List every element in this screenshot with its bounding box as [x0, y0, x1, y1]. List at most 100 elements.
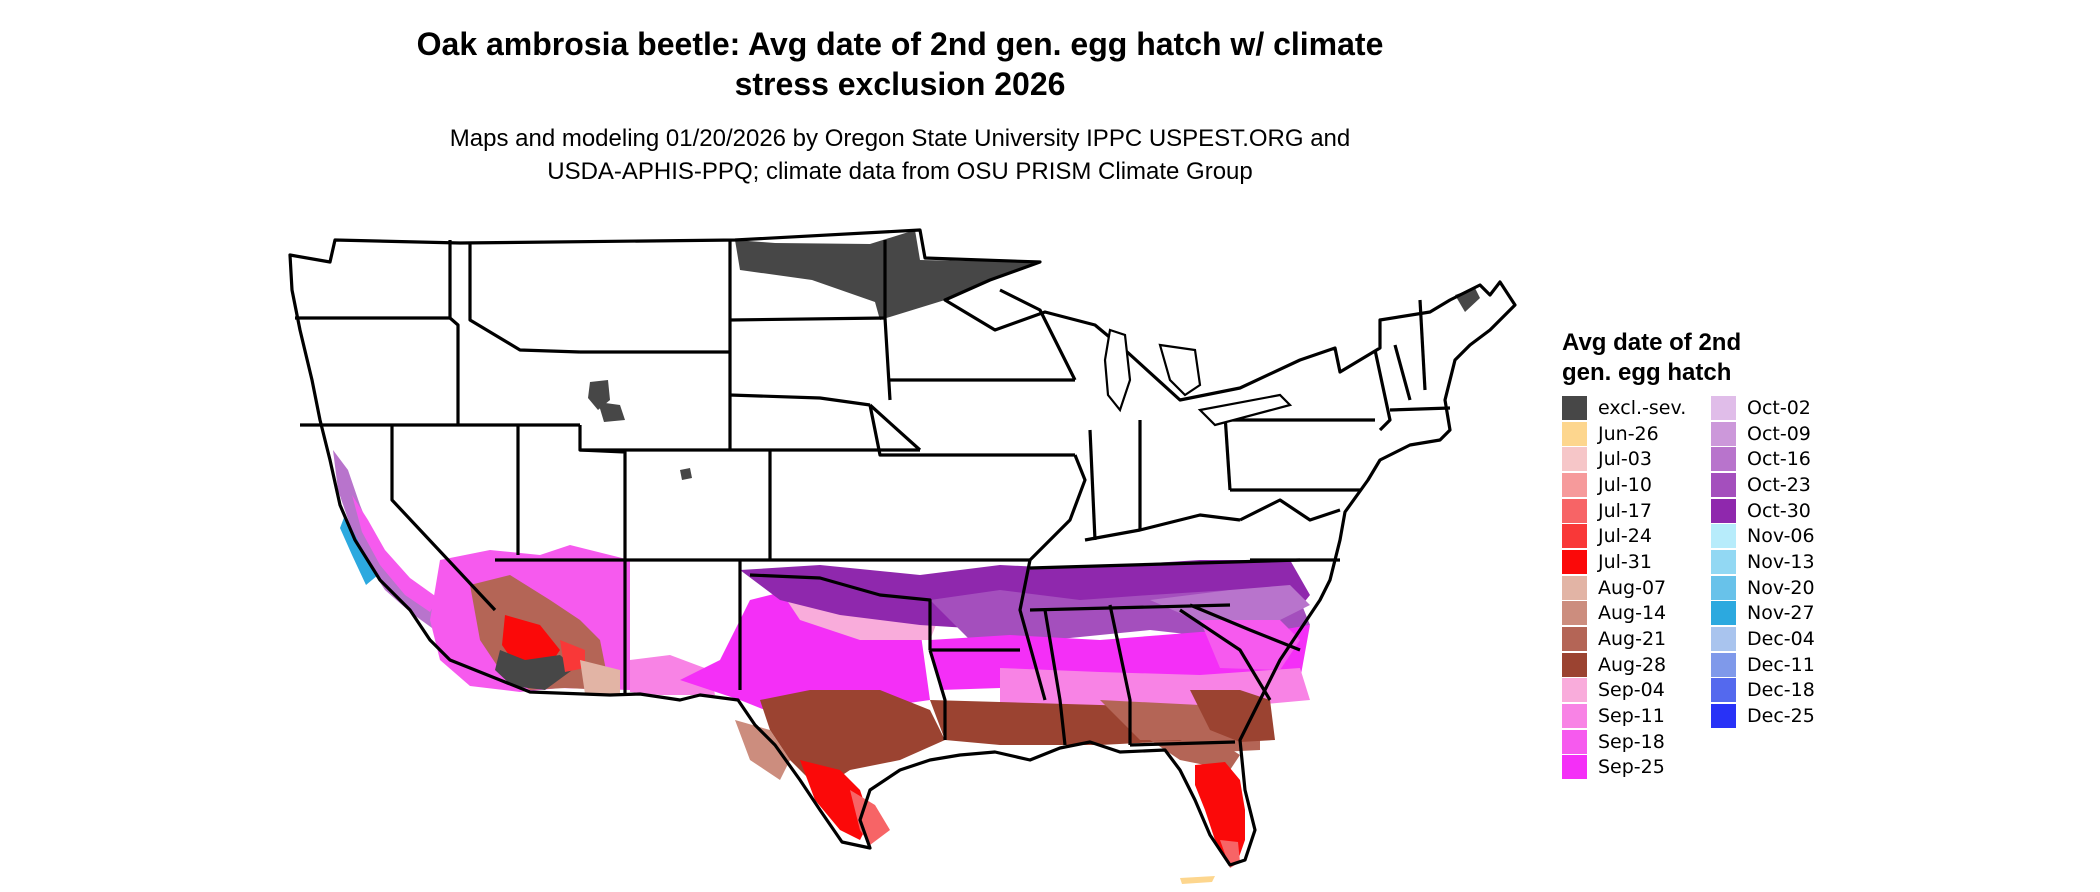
great-lakes — [1103, 328, 1293, 427]
border-ar-ms — [1018, 559, 1047, 701]
legend-label: Sep-25 — [1598, 756, 1665, 779]
legend-label: Dec-04 — [1747, 628, 1815, 651]
hatch-bands — [333, 450, 1310, 884]
title-line-1: Oak ambrosia beetle: Avg date of 2nd gen… — [416, 26, 1384, 62]
legend-swatch — [1562, 472, 1587, 497]
legend-swatch — [1562, 652, 1587, 677]
legend-item: Sep-11 — [1562, 703, 1686, 729]
band-arizona-dark — [495, 650, 575, 690]
legend-item: Dec-11 — [1711, 652, 1815, 678]
legend-swatch — [1711, 704, 1736, 729]
legend-item: Jun-26 — [1562, 421, 1686, 447]
band-texas-brown — [760, 690, 945, 790]
legend-item: Jul-31 — [1562, 549, 1686, 575]
border-nc-sc — [1189, 603, 1301, 652]
legend-label: Dec-18 — [1747, 679, 1815, 702]
us-outline — [288, 228, 1517, 867]
band-florida-brown — [1150, 740, 1240, 770]
band-florida-coral — [1220, 840, 1240, 868]
legend-label: Sep-04 — [1598, 679, 1665, 702]
legend-swatch — [1711, 524, 1736, 549]
legend-column-2: Oct-02 Oct-09 Oct-16 Oct-23 Oct-30 Nov-06 Nov-… — [1711, 395, 1815, 729]
legend-swatch — [1711, 627, 1736, 652]
legend-item: Dec-04 — [1711, 626, 1815, 652]
legend-label: Sep-11 — [1598, 705, 1665, 728]
border-id-west — [448, 240, 460, 425]
band-california-pink — [352, 495, 438, 612]
legend-item: Nov-06 — [1711, 523, 1815, 549]
map-title: Oak ambrosia beetle: Avg date of 2nd gen… — [360, 24, 1440, 104]
legend-item: Aug-07 — [1562, 575, 1686, 601]
legend-swatch — [1711, 678, 1736, 703]
band-arizona-red-2 — [560, 640, 585, 672]
legend-swatch — [1562, 575, 1587, 600]
band-texas-red — [800, 760, 870, 840]
legend-swatch — [1711, 575, 1736, 600]
border-nd-mn — [883, 240, 892, 401]
legend-label: excl.-sev. — [1598, 396, 1687, 419]
legend-item: Sep-25 — [1562, 755, 1686, 781]
legend-swatch — [1562, 729, 1587, 754]
legend-label: Aug-21 — [1598, 628, 1667, 651]
border-wi-mi — [999, 288, 1077, 381]
border-nh-me — [1418, 299, 1427, 391]
legend-swatch — [1562, 447, 1587, 472]
legend-label: Oct-02 — [1747, 396, 1811, 419]
legend-swatch — [1711, 549, 1736, 574]
legend-label: Oct-09 — [1747, 422, 1811, 445]
legend-item: Jul-17 — [1562, 498, 1686, 524]
border-va-wv — [1239, 498, 1341, 522]
lake-erie — [1197, 393, 1293, 427]
lake-michigan — [1103, 328, 1132, 413]
border-ut-co — [578, 425, 627, 560]
band-florida-red — [1195, 762, 1245, 862]
legend-label: Aug-14 — [1598, 602, 1667, 625]
band-california-blue — [340, 515, 378, 585]
border-ms-al — [1043, 609, 1067, 746]
legend-label: Jun-26 — [1598, 422, 1659, 445]
band-texas-tan — [735, 720, 790, 780]
legend-item: Jul-10 — [1562, 472, 1686, 498]
legend-item: Nov-13 — [1711, 549, 1815, 575]
legend-swatch — [1562, 549, 1587, 574]
legend-swatch — [1562, 627, 1587, 652]
subtitle-line-2: USDA-APHIS-PPQ; climate data from OSU PR… — [547, 158, 1253, 185]
legend-item: Aug-21 — [1562, 626, 1686, 652]
border-ca-nv — [390, 425, 497, 612]
legend-swatch — [1562, 524, 1587, 549]
border-vt-nh — [1393, 344, 1412, 401]
band-newmexico-pink — [630, 655, 715, 695]
border-ok-tx — [749, 573, 932, 650]
legend-item: excl.-sev. — [1562, 395, 1686, 421]
legend-item: Sep-18 — [1562, 729, 1686, 755]
border-ga-fl — [1129, 740, 1236, 747]
legend-label: Aug-28 — [1598, 653, 1667, 676]
legend-swatch — [1562, 395, 1587, 420]
border-id-mt — [468, 243, 581, 354]
legend-label: Jul-03 — [1598, 448, 1652, 471]
legend-label: Dec-11 — [1747, 653, 1815, 676]
border-tn-south — [1029, 603, 1231, 612]
legend-title: Avg date of 2nd gen. egg hatch — [1562, 328, 1862, 388]
legend-label: Dec-25 — [1747, 705, 1815, 728]
border-ny-ne — [1373, 349, 1392, 432]
legend-swatch — [1562, 755, 1587, 780]
legend-swatch — [1711, 498, 1736, 523]
title-line-2: stress exclusion 2026 — [734, 66, 1066, 102]
legend-swatch — [1562, 678, 1587, 703]
legend-item: Sep-04 — [1562, 678, 1686, 704]
lake-huron — [1158, 343, 1202, 397]
legend-label: Jul-24 — [1598, 525, 1652, 548]
legend-title-line-2: gen. egg hatch — [1562, 359, 1732, 386]
legend-item: Oct-09 — [1711, 421, 1815, 447]
band-georgia-brown — [1190, 690, 1275, 742]
legend-item: Nov-20 — [1711, 575, 1815, 601]
legend-item: Aug-28 — [1562, 652, 1686, 678]
border-ga-sc — [1179, 608, 1272, 701]
legend-swatch — [1562, 704, 1587, 729]
exclusion-wyoming-2 — [598, 402, 625, 422]
band-keys — [1180, 876, 1215, 884]
legend-label: Oct-16 — [1747, 448, 1811, 471]
legend-swatch — [1711, 472, 1736, 497]
border-mo-east — [1028, 454, 1087, 562]
